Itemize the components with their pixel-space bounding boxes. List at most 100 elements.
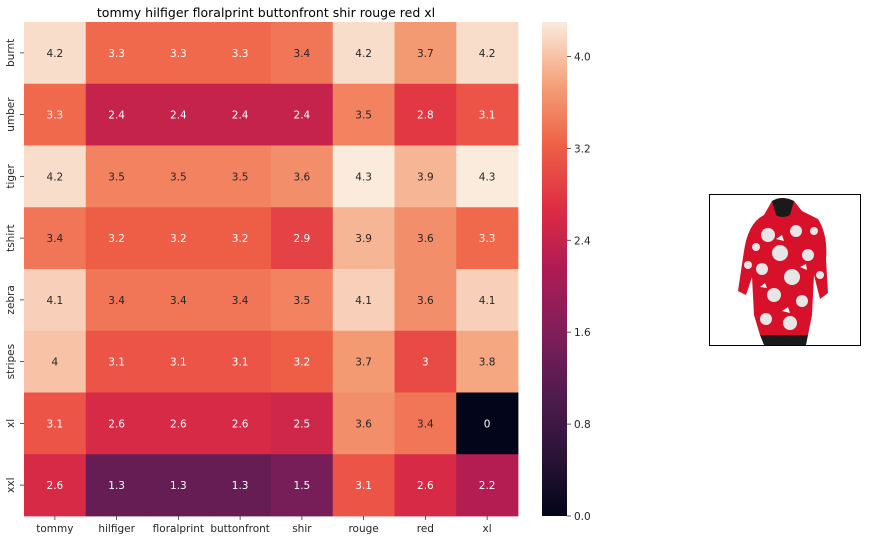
cell-value-label: 3.5: [108, 171, 125, 183]
heatmap-cell: [394, 269, 457, 332]
cell-value-label: 1.3: [170, 480, 187, 492]
cell-value-label: 4.2: [47, 48, 64, 60]
cell-value-label: 3.1: [479, 110, 496, 122]
cell-value-label: 3.6: [417, 295, 434, 307]
y-tick-label: zebra: [5, 285, 17, 314]
cell-value-label: 4.2: [355, 48, 372, 60]
x-tick-label: red: [417, 523, 434, 535]
heatmap-cell: [85, 83, 148, 146]
heatmap-cell: [24, 330, 87, 393]
cell-value-label: 1.3: [232, 480, 249, 492]
y-tick-label: xxl: [5, 477, 17, 492]
colorbar-tick-label: 3.2: [574, 143, 591, 155]
cell-value-label: 3.2: [232, 233, 249, 245]
cell-value-label: 3.5: [232, 171, 249, 183]
cell-value-label: 3: [422, 357, 429, 369]
cell-value-label: 2.2: [479, 480, 496, 492]
cell-value-label: 3.4: [170, 295, 187, 307]
heatmap-cell: [209, 269, 272, 332]
cell-value-label: 3.2: [170, 233, 187, 245]
colorbar-tick-label: 1.6: [574, 327, 591, 339]
x-tick-label: rouge: [348, 523, 378, 535]
cell-value-label: 3.6: [294, 171, 311, 183]
heatmap-cell: [147, 392, 210, 455]
heatmap-cell: [332, 145, 395, 208]
cell-value-label: 3.4: [108, 295, 125, 307]
heatmap-cell: [332, 207, 395, 270]
y-tick-label: umber: [5, 97, 17, 132]
heatmap-cell: [271, 330, 334, 393]
cell-value-label: 3.5: [355, 110, 372, 122]
heatmap-cell: [85, 392, 148, 455]
cell-value-label: 3.3: [108, 48, 125, 60]
cell-value-label: 3.8: [479, 357, 496, 369]
cell-value-label: 3.4: [417, 418, 434, 430]
cell-value-label: 2.4: [170, 110, 187, 122]
cell-value-label: 2.4: [232, 110, 249, 122]
heatmap-cell: [147, 269, 210, 332]
heatmap-cell: [271, 207, 334, 270]
heatmap-cell: [456, 22, 519, 85]
cell-value-label: 1.3: [108, 480, 125, 492]
heatmap-cell: [209, 22, 272, 85]
heatmap-cell: [271, 145, 334, 208]
heatmap-cell: [209, 330, 272, 393]
cell-value-label: 3.1: [355, 480, 372, 492]
heatmap-cell: [332, 454, 395, 517]
heatmap-cell: [147, 22, 210, 85]
cell-value-label: 2.6: [170, 418, 187, 430]
heatmap-cell: [456, 454, 519, 517]
cell-value-label: 3.3: [170, 48, 187, 60]
x-tick-label: tommy: [36, 523, 73, 535]
y-tick-label: tiger: [5, 163, 17, 188]
cell-value-label: 2.6: [108, 418, 125, 430]
heatmap-cell: [456, 145, 519, 208]
heatmap-cell: [147, 454, 210, 517]
heatmap-cell: [209, 145, 272, 208]
chart-title: tommy hilfiger floralprint buttonfront s…: [97, 5, 435, 20]
x-tick-label: xl: [483, 523, 492, 535]
heatmap-cell: [456, 83, 519, 146]
cell-value-label: 3.7: [417, 48, 434, 60]
heatmap-cell: [394, 207, 457, 270]
heatmap-cell: [24, 145, 87, 208]
heatmap-cell: [394, 392, 457, 455]
heatmap-cell: [332, 22, 395, 85]
heatmap-cell: [209, 207, 272, 270]
heatmap-cell: [147, 83, 210, 146]
cell-value-label: 2.6: [232, 418, 249, 430]
cell-value-label: 3.6: [417, 233, 434, 245]
x-tick-label: floralprint: [153, 523, 204, 535]
cell-value-label: 3.3: [47, 110, 64, 122]
heatmap-cell: [394, 145, 457, 208]
cell-value-label: 2.8: [417, 110, 434, 122]
cell-value-label: 3.1: [170, 357, 187, 369]
heatmap-cell: [24, 22, 87, 85]
cell-value-label: 2.4: [294, 110, 311, 122]
heatmap-cell: [85, 207, 148, 270]
cell-value-label: 4.2: [47, 171, 64, 183]
cell-value-label: 3.1: [232, 357, 249, 369]
cell-value-label: 3.2: [294, 357, 311, 369]
cell-value-label: 3.3: [479, 233, 496, 245]
cell-value-label: 3.7: [355, 357, 372, 369]
heatmap-cell: [271, 22, 334, 85]
cell-value-label: 1.5: [294, 480, 311, 492]
heatmap-cell: [394, 330, 457, 393]
heatmap-cell: [394, 83, 457, 146]
heatmap-cell: [209, 83, 272, 146]
x-tick-label: shir: [292, 523, 312, 535]
cell-value-label: 3.4: [47, 233, 64, 245]
heatmap-cell: [147, 330, 210, 393]
heatmap-cell: [271, 454, 334, 517]
cell-value-label: 3.9: [355, 233, 372, 245]
cell-value-label: 3.2: [108, 233, 125, 245]
heatmap-cell: [271, 83, 334, 146]
heatmap-cell: [24, 269, 87, 332]
heatmap-cell: [332, 269, 395, 332]
heatmap-cell: [209, 454, 272, 517]
cell-value-label: 4.3: [355, 171, 372, 183]
colorbar-tick-label: 2.4: [574, 235, 591, 247]
heatmap-cell: [147, 207, 210, 270]
